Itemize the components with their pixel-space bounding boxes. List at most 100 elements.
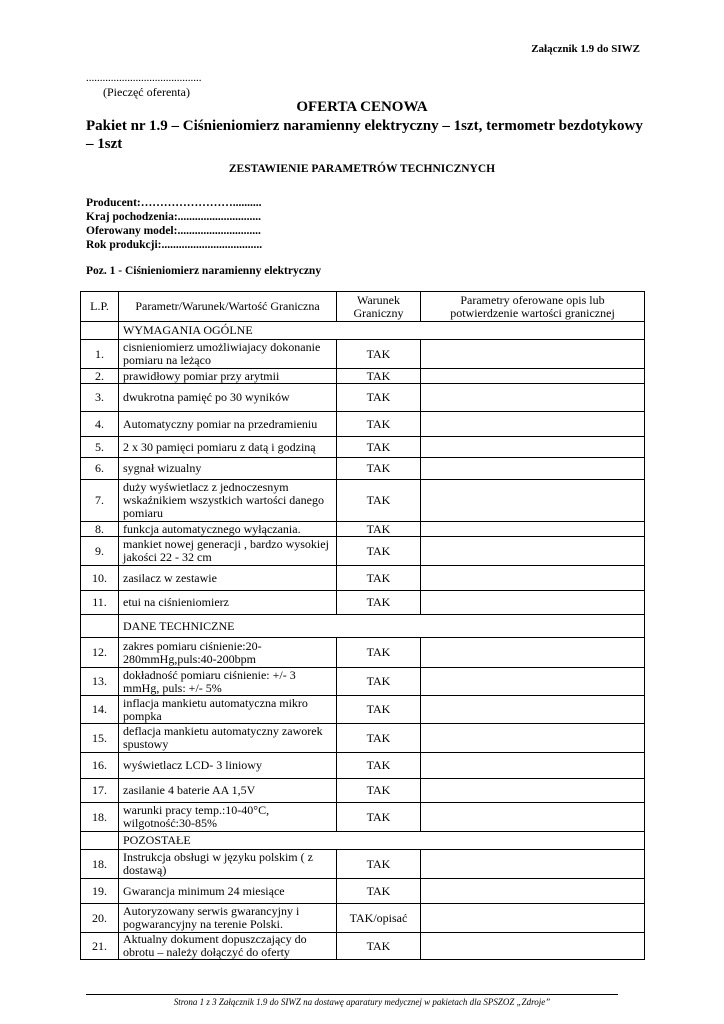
table-row: 8. funkcja automatycznego wyłączania. TAK bbox=[80, 521, 645, 537]
offered bbox=[420, 802, 645, 832]
fields: Producent:…………………….......... Kraj pochodz… bbox=[86, 196, 262, 252]
field: Producent:…………………….......... bbox=[86, 197, 262, 209]
field: Kraj pochodzenia:.......................… bbox=[86, 211, 262, 223]
parameter: Autoryzowany serwis gwarancyjny i pogwar… bbox=[118, 903, 337, 933]
table-row: 1. cisnieniomierz umożliwiajacy dokonanie… bbox=[80, 339, 645, 369]
parameter: zasilacz w zestawie bbox=[118, 565, 337, 591]
requirement: TAK bbox=[336, 368, 421, 384]
offered bbox=[420, 667, 645, 696]
offered bbox=[420, 903, 645, 933]
subtitle: Pakiet nr 1.9 – Ciśnieniomierz naramienn… bbox=[86, 118, 643, 152]
offered bbox=[420, 752, 645, 779]
table-row: 14. inflacja mankietu automatyczna mikro … bbox=[80, 695, 645, 724]
table-row: 19. Gwarancja minimum 24 miesiące TAK bbox=[80, 878, 645, 904]
parameter: dokładność pomiaru ciśnienie: +/- 3 mmHg… bbox=[118, 667, 337, 696]
title: OFERTA CENOWA bbox=[296, 99, 428, 115]
table-row: POZOSTAŁE bbox=[80, 831, 645, 850]
lp: 4. bbox=[80, 411, 119, 437]
offer-table: L.P. Parametr/Warunek/Wartość Graniczna Wa… bbox=[80, 291, 645, 960]
lp: 16. bbox=[80, 752, 119, 779]
lp: 1. bbox=[80, 339, 119, 369]
requirement: TAK bbox=[336, 932, 421, 960]
lp: 19. bbox=[80, 878, 119, 904]
parameter: prawidłowy pomiar przy arytmii bbox=[118, 368, 337, 384]
cell bbox=[80, 831, 119, 850]
parameter: 2 x 30 pamięci pomiaru z datą i godziną bbox=[118, 436, 337, 458]
parameter: cisnieniomierz umożliwiajacy dokonanie p… bbox=[118, 339, 337, 369]
offered bbox=[420, 339, 645, 369]
lp: 21. bbox=[80, 932, 119, 960]
parameter: sygnał wizualny bbox=[118, 457, 337, 480]
requirement: TAK bbox=[336, 565, 421, 591]
lp: 7. bbox=[80, 479, 119, 522]
lp: 8. bbox=[80, 521, 119, 537]
parameter: warunki pracy temp.:10-40°C, wilgotność:… bbox=[118, 802, 337, 832]
cell bbox=[80, 321, 119, 340]
lp: 2. bbox=[80, 368, 119, 384]
stamp-dots: ........................................… bbox=[86, 72, 202, 84]
lp: 13. bbox=[80, 667, 119, 696]
requirement: TAK bbox=[336, 411, 421, 437]
requirement: TAK bbox=[336, 383, 421, 412]
footer: Strona 1 z 3 Załącznik 1.9 do SIWZ na do… bbox=[173, 997, 551, 1007]
offered bbox=[420, 878, 645, 904]
lp: 12. bbox=[80, 637, 119, 668]
requirement: TAK bbox=[336, 802, 421, 832]
lp: 18. bbox=[80, 802, 119, 832]
column-header: L.P. bbox=[80, 291, 119, 322]
cell bbox=[80, 614, 119, 638]
parameter: mankiet nowej generacji , bardzo wysokie… bbox=[118, 536, 337, 566]
stamp-label: (Pieczęć oferenta) bbox=[103, 85, 190, 99]
offered bbox=[420, 565, 645, 591]
table-row: 9. mankiet nowej generacji , bardzo wysok… bbox=[80, 536, 645, 566]
requirement: TAK bbox=[336, 723, 421, 753]
lp: 11. bbox=[80, 590, 119, 615]
offered bbox=[420, 521, 645, 537]
footer-rule bbox=[86, 994, 618, 995]
requirement: TAK bbox=[336, 695, 421, 724]
requirement: TAK bbox=[336, 457, 421, 480]
attachment: Załącznik 1.9 do SIWZ bbox=[531, 43, 640, 55]
section-label: DANE TECHNICZNE bbox=[118, 614, 645, 638]
field: Rok produkcji:..........................… bbox=[86, 239, 263, 251]
offered bbox=[420, 383, 645, 412]
lp: 9. bbox=[80, 536, 119, 566]
table-row: 16. wyświetlacz LCD- 3 liniowy TAK bbox=[80, 752, 645, 779]
requirement: TAK bbox=[336, 637, 421, 668]
offered bbox=[420, 479, 645, 522]
offered bbox=[420, 932, 645, 960]
lp: 3. bbox=[80, 383, 119, 412]
parameter: deflacja mankietu automatyczny zaworek s… bbox=[118, 723, 337, 753]
offered bbox=[420, 436, 645, 458]
requirement: TAK bbox=[336, 521, 421, 537]
parameter: Aktualny dokument dopuszczający do obrot… bbox=[118, 932, 337, 960]
lp: 15. bbox=[80, 723, 119, 753]
requirement: TAK bbox=[336, 778, 421, 803]
parameter: etui na ciśnieniomierz bbox=[118, 590, 337, 615]
requirement: TAK bbox=[336, 479, 421, 522]
requirement: TAK bbox=[336, 339, 421, 369]
lp: 17. bbox=[80, 778, 119, 803]
parameter: zasilanie 4 baterie AA 1,5V bbox=[118, 778, 337, 803]
parameter: dwukrotna pamięć po 30 wyników bbox=[118, 383, 337, 412]
offered bbox=[420, 457, 645, 480]
column-header: Parametry oferowane opis lub potwierdzen… bbox=[420, 291, 645, 322]
table-row: 12. zakres pomiaru ciśnienie:20-280mmHg,p… bbox=[80, 637, 645, 668]
field: Oferowany model:........................… bbox=[86, 225, 261, 237]
requirement: TAK bbox=[336, 536, 421, 566]
table-row: 13. dokładność pomiaru ciśnienie: +/- 3 m… bbox=[80, 667, 645, 696]
table-row: 7. duży wyświetlacz z jednoczesnym wskaźn… bbox=[80, 479, 645, 522]
section-label: WYMAGANIA OGÓLNE bbox=[118, 321, 645, 340]
table-row: 21. Aktualny dokument dopuszczający do ob… bbox=[80, 932, 645, 960]
parameter: Automatyczny pomiar na przedramieniu bbox=[118, 411, 337, 437]
table-row: 17. zasilanie 4 baterie AA 1,5V TAK bbox=[80, 778, 645, 803]
table-row: 3. dwukrotna pamięć po 30 wyników TAK bbox=[80, 383, 645, 412]
table-row: 11. etui na ciśnieniomierz TAK bbox=[80, 590, 645, 615]
table-row: 15. deflacja mankietu automatyczny zawore… bbox=[80, 723, 645, 753]
requirement: TAK bbox=[336, 667, 421, 696]
parameter: wyświetlacz LCD- 3 liniowy bbox=[118, 752, 337, 779]
offered bbox=[420, 637, 645, 668]
lp: 14. bbox=[80, 695, 119, 724]
position-title: Poz. 1 - Ciśnieniomierz naramienny elekt… bbox=[86, 265, 322, 277]
